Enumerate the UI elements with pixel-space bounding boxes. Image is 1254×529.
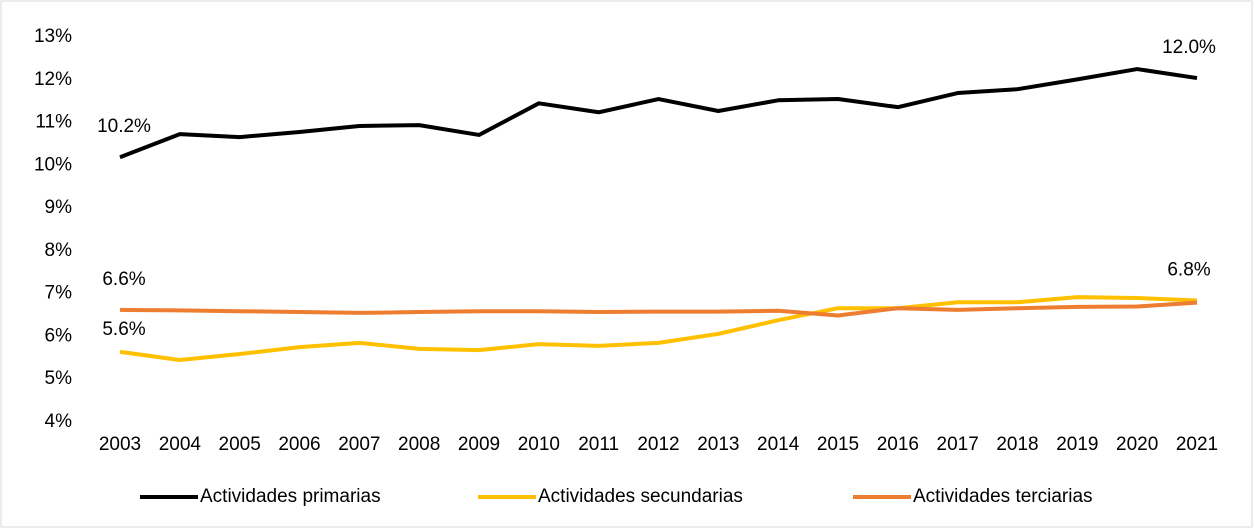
x-tick-label: 2003 xyxy=(99,434,141,455)
x-tick-label: 2004 xyxy=(159,434,202,455)
y-tick-label: 7% xyxy=(45,283,73,304)
y-tick-label: 10% xyxy=(34,154,72,175)
x-tick-label: 2016 xyxy=(877,434,919,455)
y-tick-label: 6% xyxy=(45,325,73,346)
x-tick-label: 2018 xyxy=(996,434,1038,455)
x-tick-label: 2006 xyxy=(278,434,320,455)
series-line xyxy=(119,295,1198,362)
data-label: 5.6% xyxy=(102,319,145,340)
y-tick-label: 4% xyxy=(45,411,73,432)
x-tick-label: 2009 xyxy=(458,434,500,455)
data-label: 12.0% xyxy=(1162,37,1216,58)
y-tick-label: 13% xyxy=(34,26,72,47)
series-line xyxy=(119,300,1198,318)
series-line xyxy=(119,67,1198,160)
x-tick-label: 2007 xyxy=(338,434,380,455)
y-tick-label: 12% xyxy=(34,69,72,90)
x-tick-label: 2014 xyxy=(757,434,800,455)
legend-label: Actividades primarias xyxy=(200,486,381,507)
x-tick-label: 2021 xyxy=(1176,434,1218,455)
data-label: 6.6% xyxy=(102,269,145,290)
x-tick-label: 2017 xyxy=(937,434,979,455)
legend-label: Actividades terciarias xyxy=(913,486,1093,507)
y-tick-label: 11% xyxy=(35,112,72,133)
x-tick-label: 2010 xyxy=(518,434,560,455)
data-label: 10.2% xyxy=(97,116,151,137)
data-label: 6.8% xyxy=(1167,260,1210,281)
y-tick-label: 5% xyxy=(45,368,73,389)
x-tick-label: 2008 xyxy=(398,434,440,455)
x-tick-label: 2012 xyxy=(637,434,679,455)
y-tick-label: 9% xyxy=(45,197,73,218)
x-tick-label: 2005 xyxy=(219,434,261,455)
x-tick-label: 2019 xyxy=(1056,434,1098,455)
x-tick-label: 2020 xyxy=(1116,434,1158,455)
y-tick-label: 8% xyxy=(45,240,73,261)
x-tick-label: 2015 xyxy=(817,434,859,455)
legend-label: Actividades secundarias xyxy=(538,486,743,507)
x-tick-label: 2013 xyxy=(697,434,739,455)
x-tick-label: 2011 xyxy=(578,434,619,455)
